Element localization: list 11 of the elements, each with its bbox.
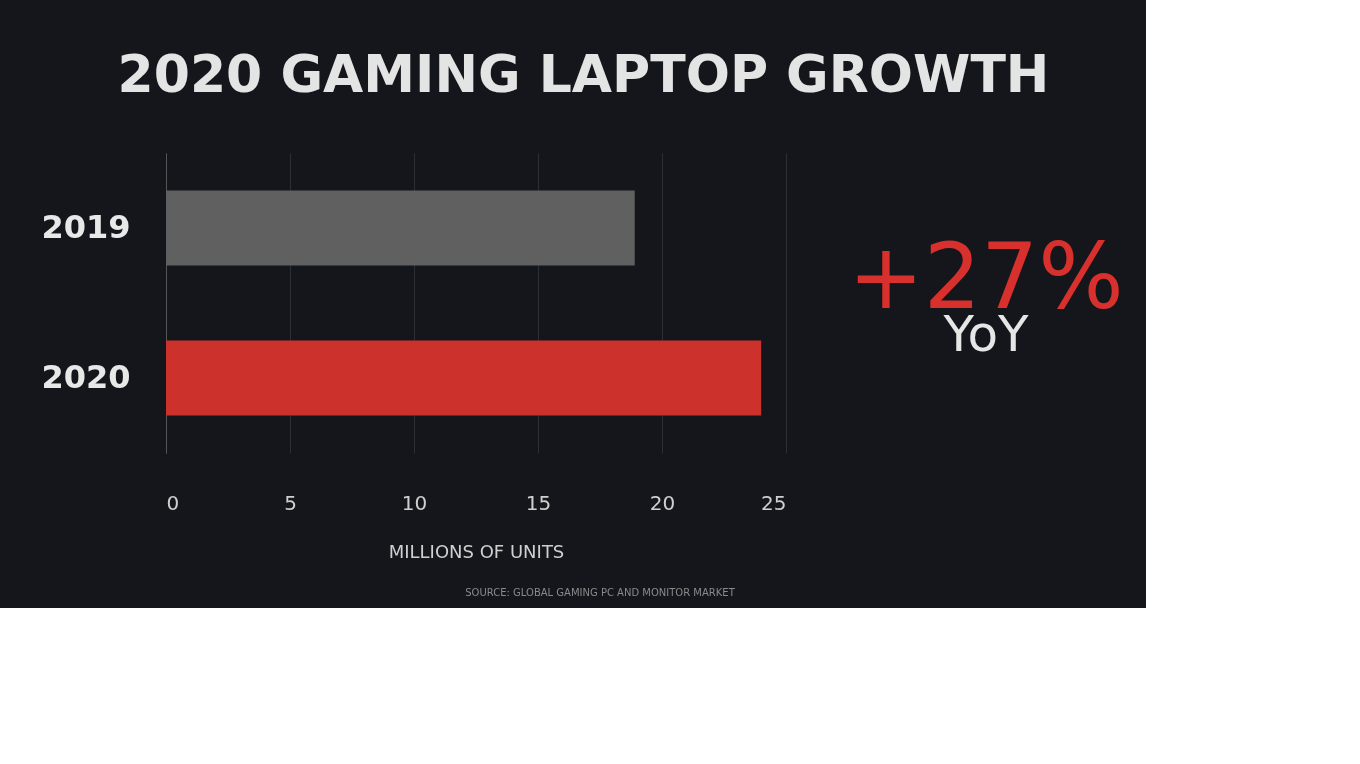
- source-note: SOURCE: GLOBAL GAMING PC AND MONITOR MARKET: [465, 587, 736, 598]
- y-tick-label: 2019: [41, 208, 131, 246]
- x-tick-label: 5: [284, 490, 297, 515]
- chart-title: 2020 GAMING LAPTOP GROWTH: [117, 44, 1050, 104]
- x-axis-title: MILLIONS OF UNITS: [388, 540, 565, 562]
- x-tick-label: 15: [525, 490, 552, 515]
- x-tick-label: 20: [649, 490, 676, 515]
- y-tick-label: 2020: [41, 358, 131, 396]
- x-tick-label: 0: [166, 490, 180, 515]
- x-tick-label: 25: [761, 490, 787, 515]
- x-tick-label: 10: [401, 490, 428, 515]
